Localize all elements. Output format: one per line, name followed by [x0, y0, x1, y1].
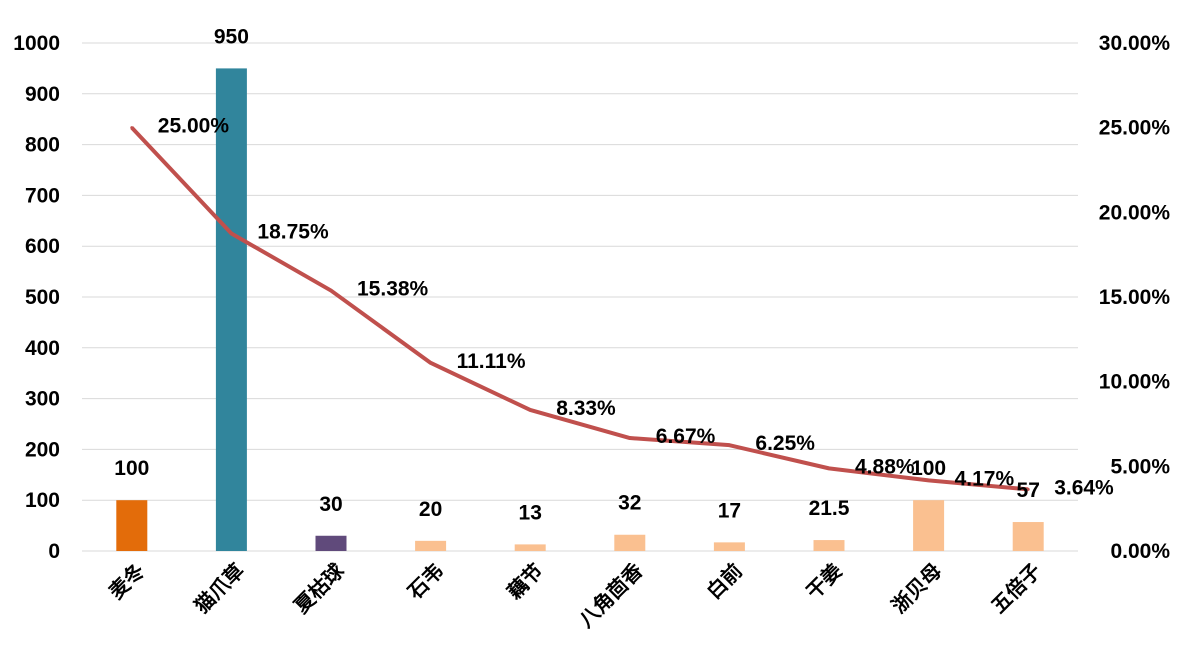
line-point — [329, 289, 333, 293]
bar-value-label: 100 — [911, 457, 946, 480]
bar-value-label: 57 — [1017, 479, 1040, 502]
left-y-axis: 0 100 200 300 400 500 600 700 800 900 1000 — [13, 32, 60, 563]
line-value-label: 25.00% — [158, 115, 230, 138]
bar-value-label: 20 — [419, 498, 442, 521]
right-axis-tick-label: 0.00% — [1110, 540, 1170, 563]
bar — [415, 540, 447, 551]
category-label: 猫爪草 — [190, 559, 249, 618]
bar — [713, 542, 745, 551]
left-axis-tick-label: 1000 — [13, 32, 60, 55]
line-value-label: 18.75% — [257, 221, 329, 244]
bar-value-label: 17 — [718, 499, 741, 522]
bar-value-label: 30 — [319, 493, 342, 516]
bar — [315, 535, 347, 551]
bar — [116, 500, 148, 551]
bar-value-label: 13 — [519, 501, 542, 524]
left-axis-tick-label: 200 — [25, 438, 60, 461]
bar — [913, 500, 945, 551]
bar — [514, 544, 546, 551]
line-value-label: 11.11% — [457, 350, 526, 373]
category-label: 藕节 — [502, 559, 548, 605]
line-point — [927, 478, 931, 482]
line-value-label: 8.33% — [556, 397, 616, 420]
bar — [614, 534, 646, 551]
line-value-label: 3.64% — [1054, 476, 1114, 499]
bar-series — [116, 68, 1044, 552]
percentage-line-series — [130, 126, 1030, 492]
right-axis-tick-label: 25.00% — [1099, 117, 1171, 140]
line-value-label: 4.17% — [955, 467, 1015, 490]
category-label: 石韦 — [402, 559, 448, 605]
line-value-label: 6.67% — [656, 425, 716, 448]
x-axis-categories: 麦冬 猫爪草 夏枯球 石韦 藕节 八角茴香 白前 干姜 浙贝母 五倍子 — [104, 558, 1046, 632]
line-point — [827, 466, 831, 470]
category-label: 白前 — [702, 559, 747, 604]
right-axis-tick-label: 15.00% — [1099, 286, 1171, 309]
line-point — [1026, 487, 1030, 491]
line-point — [229, 232, 233, 235]
line-value-label: 4.88% — [855, 455, 915, 478]
category-label: 八角茴香 — [574, 558, 648, 632]
category-label: 干姜 — [801, 559, 846, 604]
left-axis-tick-label: 600 — [25, 235, 60, 258]
data-labels: 100 950 30 20 13 32 17 21.5 100 57 25.00% 18.75% 15.… — [114, 25, 1114, 524]
right-axis-tick-label: 10.00% — [1099, 371, 1171, 394]
line-point — [628, 436, 632, 440]
line-value-label: 15.38% — [357, 278, 429, 301]
bar-value-label: 100 — [114, 457, 149, 480]
right-axis-tick-label: 5.00% — [1110, 455, 1170, 478]
line-point — [130, 126, 134, 130]
bar-value-label: 950 — [214, 25, 249, 48]
left-axis-tick-label: 0 — [48, 540, 60, 563]
bar — [1012, 522, 1044, 551]
category-label: 五倍子 — [986, 559, 1045, 618]
category-label: 夏枯球 — [289, 558, 349, 618]
gridlines — [82, 42, 1078, 552]
left-axis-tick-label: 800 — [25, 134, 60, 157]
line-point — [528, 408, 532, 412]
left-axis-tick-label: 700 — [25, 184, 60, 207]
left-axis-tick-label: 100 — [25, 489, 60, 512]
bar — [813, 540, 845, 551]
left-axis-tick-label: 400 — [25, 337, 60, 360]
right-axis-tick-label: 30.00% — [1099, 32, 1171, 55]
category-label: 浙贝母 — [887, 559, 946, 618]
bar — [215, 68, 247, 552]
line-point — [429, 361, 433, 365]
bar-value-label: 32 — [618, 492, 641, 515]
right-axis-tick-label: 20.00% — [1099, 201, 1171, 224]
line-point — [727, 443, 731, 447]
bar-value-label: 21.5 — [809, 497, 850, 520]
left-axis-tick-label: 500 — [25, 286, 60, 309]
right-y-axis: 0.00% 5.00% 10.00% 15.00% 20.00% 25.00% 30.00% — [1099, 32, 1171, 563]
left-axis-tick-label: 300 — [25, 388, 60, 411]
percentage-line — [130, 126, 1029, 492]
line-value-label: 6.25% — [755, 432, 815, 455]
left-axis-tick-label: 900 — [25, 83, 60, 106]
category-label: 麦冬 — [104, 559, 149, 604]
